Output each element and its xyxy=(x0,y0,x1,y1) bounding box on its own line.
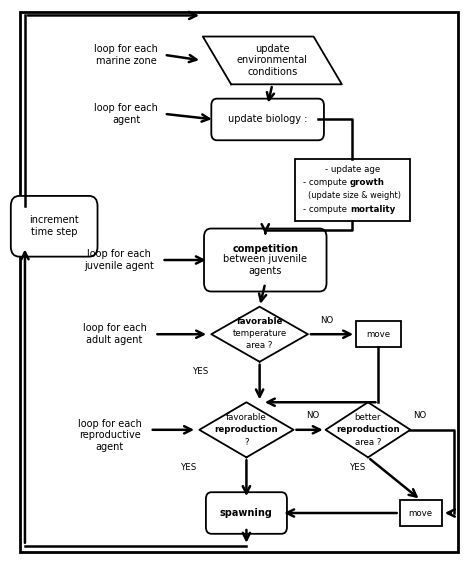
Text: update biology :: update biology : xyxy=(228,115,307,124)
Bar xyxy=(400,500,442,526)
Text: spawning: spawning xyxy=(220,508,273,518)
Text: growth: growth xyxy=(350,179,385,188)
FancyBboxPatch shape xyxy=(211,99,324,140)
Text: loop for each
agent: loop for each agent xyxy=(94,103,158,125)
Text: better: better xyxy=(355,413,381,422)
Polygon shape xyxy=(326,402,410,457)
Polygon shape xyxy=(203,37,342,84)
Text: - update age: - update age xyxy=(325,165,380,174)
Text: move: move xyxy=(366,330,391,339)
Text: - compute: - compute xyxy=(303,179,350,188)
Text: reproduction: reproduction xyxy=(215,425,278,434)
Text: - compute: - compute xyxy=(303,206,350,215)
Text: favorable: favorable xyxy=(237,318,283,327)
FancyBboxPatch shape xyxy=(11,196,98,257)
Text: (update size & weight): (update size & weight) xyxy=(308,191,401,200)
Text: update
environmental
conditions: update environmental conditions xyxy=(237,44,308,77)
Text: mortality: mortality xyxy=(350,206,395,215)
Text: between juvenile: between juvenile xyxy=(223,254,307,264)
Text: temperature: temperature xyxy=(232,329,287,338)
Text: NO: NO xyxy=(413,411,427,420)
Text: increment
time step: increment time step xyxy=(29,215,79,237)
Text: move: move xyxy=(409,508,433,518)
Text: loop for each
adult agent: loop for each adult agent xyxy=(82,323,146,345)
FancyBboxPatch shape xyxy=(204,228,327,292)
Text: loop for each
juvenile agent: loop for each juvenile agent xyxy=(84,249,154,271)
Polygon shape xyxy=(211,307,308,362)
Text: area ?: area ? xyxy=(246,341,273,350)
FancyBboxPatch shape xyxy=(206,492,287,534)
Text: reproduction: reproduction xyxy=(336,425,400,434)
Text: NO: NO xyxy=(320,316,333,325)
Text: NO: NO xyxy=(306,411,319,420)
Text: ?: ? xyxy=(244,438,249,447)
Text: YES: YES xyxy=(181,463,197,472)
Text: loop for each
reproductive
agent: loop for each reproductive agent xyxy=(78,419,142,452)
Text: YES: YES xyxy=(193,367,209,376)
Text: agents: agents xyxy=(248,266,282,276)
Bar xyxy=(356,321,401,347)
Bar xyxy=(295,159,410,221)
Text: YES: YES xyxy=(350,463,367,472)
Polygon shape xyxy=(199,402,293,457)
Text: competition: competition xyxy=(232,244,298,254)
Text: favorable: favorable xyxy=(226,413,267,422)
Text: loop for each
marine zone: loop for each marine zone xyxy=(94,44,158,66)
Text: area ?: area ? xyxy=(355,438,381,447)
